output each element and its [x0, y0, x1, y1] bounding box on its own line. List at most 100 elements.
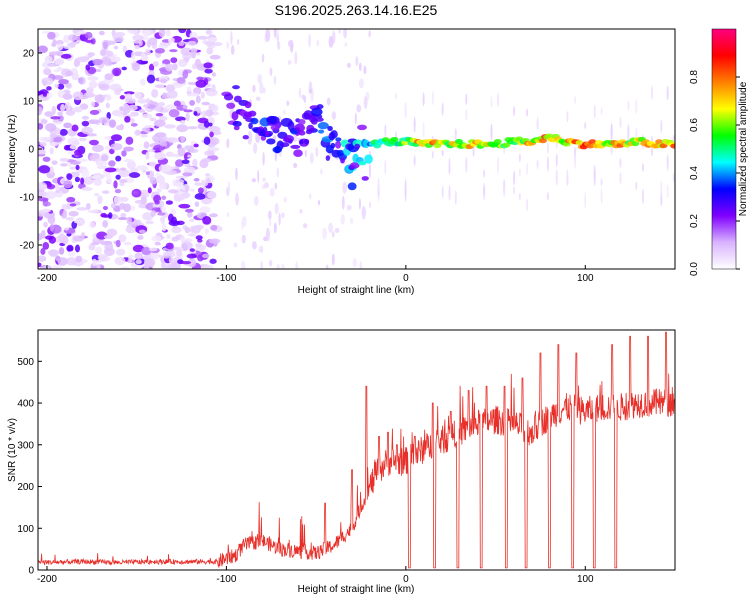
spectrogram-cell — [320, 168, 323, 175]
spectrogram-cell — [184, 185, 189, 193]
spectrogram-cell — [38, 262, 42, 268]
spectrogram-cell — [526, 162, 529, 176]
spectrogram-cell — [223, 93, 234, 101]
spectrogram-cell — [195, 235, 203, 240]
spectrogram-cell — [262, 177, 266, 183]
spectrogram-cell — [80, 232, 86, 238]
spectrogram-cell — [660, 193, 663, 206]
spectrogram-cell — [497, 92, 500, 107]
spectrogram-cell — [518, 192, 521, 201]
spectrogram-cell — [125, 97, 137, 104]
spectrogram-cell — [536, 159, 539, 170]
spectrogram-cell — [231, 111, 239, 121]
spectrogram-cell — [127, 29, 139, 34]
spectrogram-cell — [42, 156, 51, 162]
spectrogram-cell — [106, 228, 118, 237]
spectrogram-cell — [44, 191, 57, 200]
y-tick-label: 300 — [17, 440, 34, 451]
spectrogram-cell — [241, 216, 247, 228]
spectrogram-cell — [200, 91, 205, 99]
spectrogram-cell — [195, 224, 204, 230]
colorbar-tick-label: 0.8 — [689, 70, 700, 84]
spectrogram-cell — [181, 159, 190, 165]
spectrogram-cell — [149, 117, 157, 122]
spectrogram-cell — [187, 211, 193, 218]
spectrogram-cell — [104, 242, 114, 252]
spectrogram-cell — [165, 242, 174, 250]
spectrogram-cell — [135, 259, 142, 265]
x-tick-label: 0 — [403, 574, 409, 585]
spectrogram-cell — [413, 116, 416, 133]
spectrogram-cell — [68, 250, 76, 257]
spectrogram-cell — [161, 223, 167, 232]
spectrogram-cell — [251, 178, 256, 183]
snr-series-line — [38, 331, 675, 569]
spectrogram-cell — [88, 119, 100, 125]
spectrogram-cell — [358, 62, 362, 72]
y-tick-label: 20 — [23, 49, 35, 60]
spectrogram-cell — [349, 217, 354, 225]
spectrogram-cell — [76, 207, 88, 211]
spectrogram-cell — [157, 102, 165, 107]
spectrogram-cell — [194, 201, 200, 207]
spectrogram-cell — [166, 29, 171, 37]
spectrogram-cell — [97, 195, 103, 205]
spectrogram-cell — [259, 81, 264, 94]
spectrogram-cell — [330, 130, 338, 139]
spectrogram-cell — [334, 140, 342, 149]
spectrogram-cell — [118, 169, 131, 178]
spectrogram-cell — [255, 96, 261, 102]
spectrogram-cell — [192, 158, 198, 168]
spectrogram-cell — [51, 105, 57, 115]
spectrogram-cell — [122, 106, 131, 114]
spectrogram-cell — [441, 102, 444, 116]
spectrogram-cell — [182, 172, 193, 177]
spectrogram-cell — [145, 171, 150, 176]
x-tick-label: 0 — [403, 273, 409, 284]
spectrogram-cell — [322, 227, 327, 240]
spectrogram-cell — [328, 35, 334, 48]
spectrogram-cell — [181, 192, 191, 198]
spectrogram-cell — [78, 76, 86, 85]
spectrogram-cell — [189, 31, 198, 40]
spectrogram-cell — [204, 228, 209, 234]
spectrogram-cell — [175, 159, 184, 167]
spectrogram-cell — [131, 62, 141, 72]
spectrogram-cell — [48, 51, 60, 56]
spectrogram-cell — [75, 164, 80, 171]
spectrogram-cell — [110, 143, 123, 151]
spectrogram-cell — [114, 189, 122, 194]
spectrogram-cell — [38, 45, 48, 54]
spectrogram-cell — [71, 124, 79, 132]
y-tick-label: 10 — [23, 97, 35, 108]
spectrogram-cell — [47, 249, 60, 256]
spectrogram-cell — [201, 101, 211, 106]
spectrogram-cell — [330, 142, 336, 149]
colorbar: 0.0 0.2 0.4 0.6 0.8 Normalized spectral ampl… — [689, 28, 749, 276]
spectrogram-cell — [361, 207, 365, 216]
spectrogram-cell — [188, 92, 200, 97]
y-tick-label: 400 — [17, 399, 34, 410]
spectrogram-cell — [73, 220, 86, 224]
spectrogram-cell — [97, 253, 108, 262]
spectrogram-cell — [38, 136, 51, 142]
snr-frame — [37, 329, 676, 571]
spectrogram-cell — [60, 104, 66, 113]
spectrogram-cell — [118, 114, 124, 118]
spectrogram-cell — [165, 264, 175, 269]
spectrogram-cell — [120, 266, 131, 269]
spectrogram-cell — [235, 167, 238, 181]
spectrogram-cell — [180, 47, 193, 56]
spectrogram-cell — [279, 142, 290, 148]
snr-y-label: SNR (10 * v/v) — [7, 418, 18, 482]
spectrogram-x-label: Height of straight line (km) — [298, 285, 415, 296]
spectrogram-cell — [52, 119, 60, 123]
spectrogram-cell — [252, 84, 256, 93]
spectrogram-cell — [99, 49, 107, 56]
spectrogram-cell — [226, 212, 230, 217]
spectrogram-cell — [168, 189, 179, 194]
spectrogram-cell — [154, 106, 162, 112]
spectrogram-cell — [137, 166, 149, 171]
spectrogram-cell — [59, 157, 69, 162]
